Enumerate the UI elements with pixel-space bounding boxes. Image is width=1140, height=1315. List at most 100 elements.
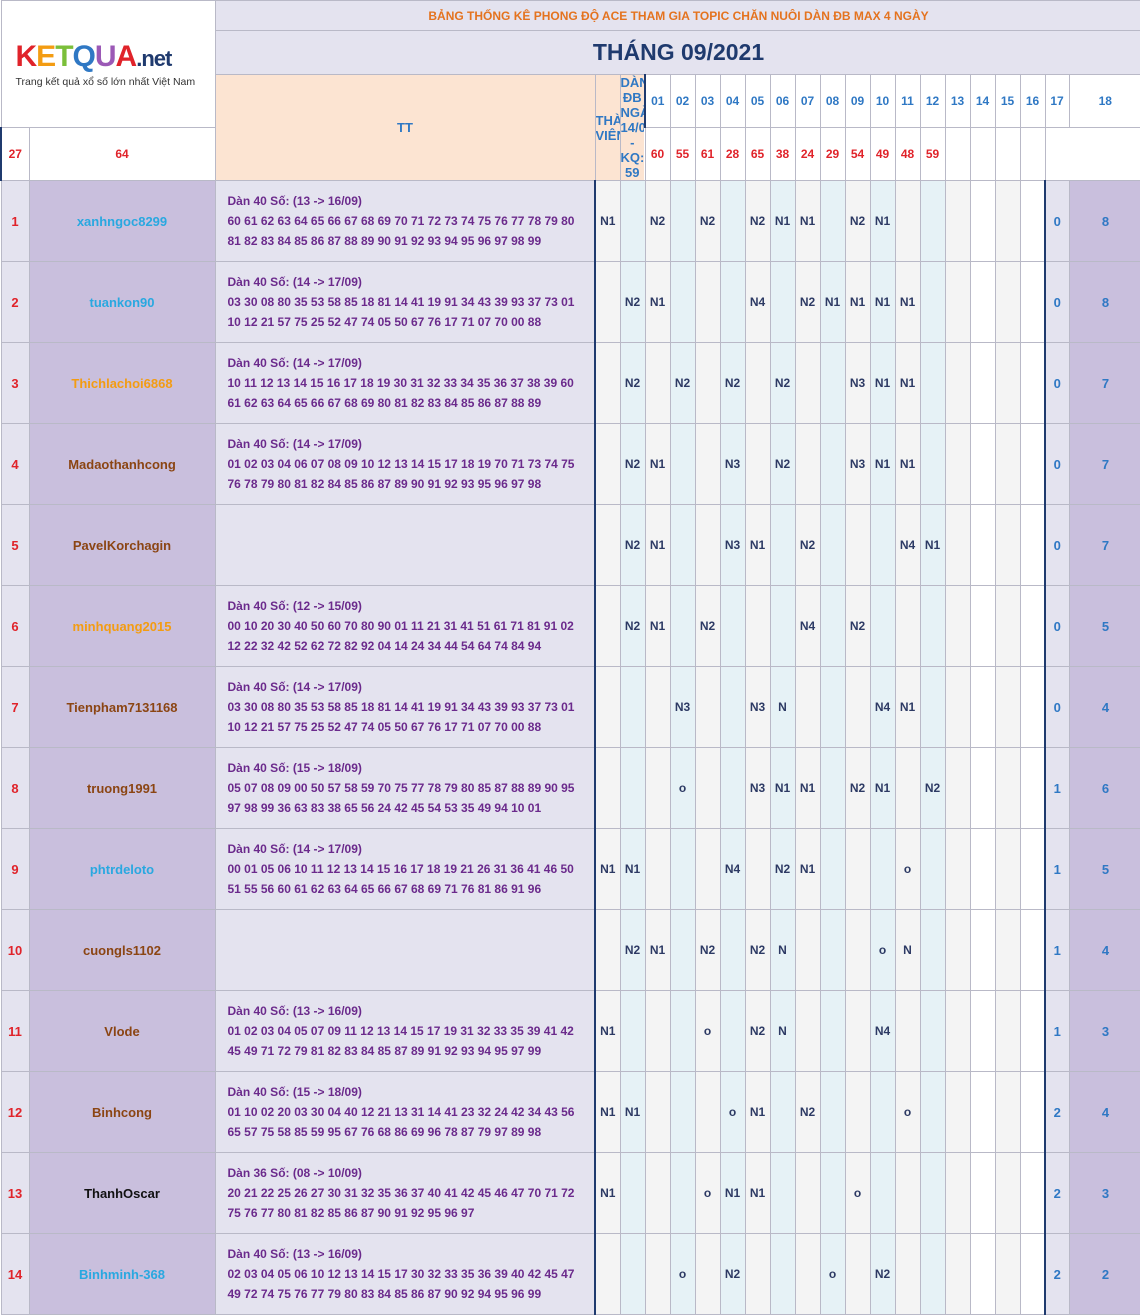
day-mark xyxy=(969,1152,996,1234)
day-header: 06 xyxy=(769,74,796,128)
day-mark xyxy=(944,585,971,667)
logo-letter: A xyxy=(115,39,138,73)
day-mark: o xyxy=(894,1071,921,1153)
day-mark xyxy=(794,1152,821,1234)
day-mark: N1 xyxy=(769,747,796,829)
dan-numbers: 05 07 08 09 00 50 57 58 59 70 75 77 78 7… xyxy=(227,781,575,795)
day-mark xyxy=(844,1071,871,1153)
hit-count: 1 xyxy=(1044,990,1070,1072)
total-score: 6 xyxy=(1068,747,1140,829)
logo-letter: K xyxy=(15,39,38,73)
day-mark: N xyxy=(769,990,796,1072)
dan-numbers: 00 01 05 06 10 11 12 13 14 15 16 17 18 1… xyxy=(227,862,574,876)
day-mark: N2 xyxy=(619,909,646,991)
hit-count: 0 xyxy=(1044,666,1070,748)
member-name[interactable]: Vlode xyxy=(28,990,216,1072)
day-mark xyxy=(969,666,996,748)
table-row: 9 phtrdeloto Dàn 40 Số: (14 -> 17/09) 00 01… xyxy=(0,828,1140,910)
day-mark: N2 xyxy=(769,342,796,424)
day-mark xyxy=(994,666,1021,748)
day-mark xyxy=(794,990,821,1072)
member-name[interactable]: Tienpham7131168 xyxy=(28,666,216,748)
day-mark xyxy=(919,909,946,991)
day-mark xyxy=(694,666,721,748)
day-mark xyxy=(844,828,871,910)
day-mark xyxy=(969,585,996,667)
day-mark: N4 xyxy=(869,666,896,748)
day-mark: N1 xyxy=(894,423,921,505)
hit-count: 0 xyxy=(1044,585,1070,667)
table-row: 5 PavelKorchagin N2 N1 N3 N1 N2 N4 N1 0 7 xyxy=(0,504,1140,586)
day-mark xyxy=(669,585,696,667)
member-name[interactable]: Thichlachoi6868 xyxy=(28,342,216,424)
day-mark xyxy=(669,1152,696,1234)
day-mark: N1 xyxy=(644,585,671,667)
day-mark xyxy=(919,990,946,1072)
day-mark xyxy=(1019,828,1046,910)
day-mark xyxy=(694,828,721,910)
row-number: 9 xyxy=(0,828,30,910)
day-mark: N1 xyxy=(719,1152,746,1234)
member-name[interactable]: cuongls1102 xyxy=(28,909,216,991)
dan-numbers: 45 49 71 72 79 81 82 83 84 85 87 89 91 9… xyxy=(227,1044,542,1058)
dan-title: Dàn 40 Số: (15 -> 18/09) xyxy=(227,761,362,775)
day-mark: N1 xyxy=(619,828,646,910)
day-mark: N2 xyxy=(869,1233,896,1315)
day-header: 10 xyxy=(869,74,896,128)
day-mark: N1 xyxy=(644,261,671,343)
member-name[interactable]: truong1991 xyxy=(28,747,216,829)
member-name[interactable]: Madaothanhcong xyxy=(28,423,216,505)
result-header: 38 xyxy=(769,127,796,181)
dan-numbers: 60 61 62 63 64 65 66 67 68 69 70 71 72 7… xyxy=(227,214,575,228)
day-mark: N1 xyxy=(894,666,921,748)
day-mark xyxy=(919,1233,946,1315)
day-mark xyxy=(994,585,1021,667)
day-mark xyxy=(769,585,796,667)
day-mark xyxy=(694,747,721,829)
day-mark xyxy=(994,990,1021,1072)
day-mark xyxy=(669,828,696,910)
day-mark: o xyxy=(694,990,721,1072)
logo-letter: Q xyxy=(72,39,96,73)
row-number: 8 xyxy=(0,747,30,829)
day-header: 13 xyxy=(944,74,971,128)
day-mark: N3 xyxy=(744,747,771,829)
day-mark: N1 xyxy=(894,342,921,424)
day-header: 09 xyxy=(844,74,871,128)
member-name[interactable]: minhquang2015 xyxy=(28,585,216,667)
day-header: 11 xyxy=(894,74,921,128)
day-mark xyxy=(1019,990,1046,1072)
day-mark: N3 xyxy=(719,423,746,505)
total-score: 3 xyxy=(1068,990,1140,1072)
day-mark xyxy=(844,666,871,748)
dan-numbers: 10 12 21 57 75 25 52 47 74 05 50 67 76 1… xyxy=(227,315,542,329)
day-mark xyxy=(1019,504,1046,586)
day-mark xyxy=(994,180,1021,262)
table-row: 11 Vlode Dàn 40 Số: (13 -> 16/09) 01 02 03 … xyxy=(0,990,1140,1072)
total-score: 4 xyxy=(1068,666,1140,748)
member-name[interactable]: xanhngoc8299 xyxy=(28,180,216,262)
day-mark: o xyxy=(844,1152,871,1234)
member-name[interactable]: PavelKorchagin xyxy=(28,504,216,586)
day-mark xyxy=(744,828,771,910)
total-score: 5 xyxy=(1068,585,1140,667)
member-name[interactable]: Binhcong xyxy=(28,1071,216,1153)
member-name[interactable]: tuankon90 xyxy=(28,261,216,343)
day-mark: o xyxy=(669,1233,696,1315)
member-name[interactable]: phtrdeloto xyxy=(28,828,216,910)
day-mark: N2 xyxy=(619,261,646,343)
row-number: 6 xyxy=(0,585,30,667)
hit-count: 1 xyxy=(1044,828,1070,910)
day-mark: N4 xyxy=(794,585,821,667)
day-mark xyxy=(944,747,971,829)
member-name[interactable]: Binhminh-368 xyxy=(28,1233,216,1315)
day-header: 02 xyxy=(669,74,696,128)
day-mark xyxy=(944,1233,971,1315)
day-mark xyxy=(644,828,671,910)
day-mark xyxy=(794,342,821,424)
day-mark xyxy=(694,261,721,343)
site-logo[interactable]: KETQUA.net Trang kết quả xổ số lớn nhất … xyxy=(2,39,214,88)
member-name[interactable]: ThanhOscar xyxy=(28,1152,216,1234)
day-mark: N2 xyxy=(669,342,696,424)
